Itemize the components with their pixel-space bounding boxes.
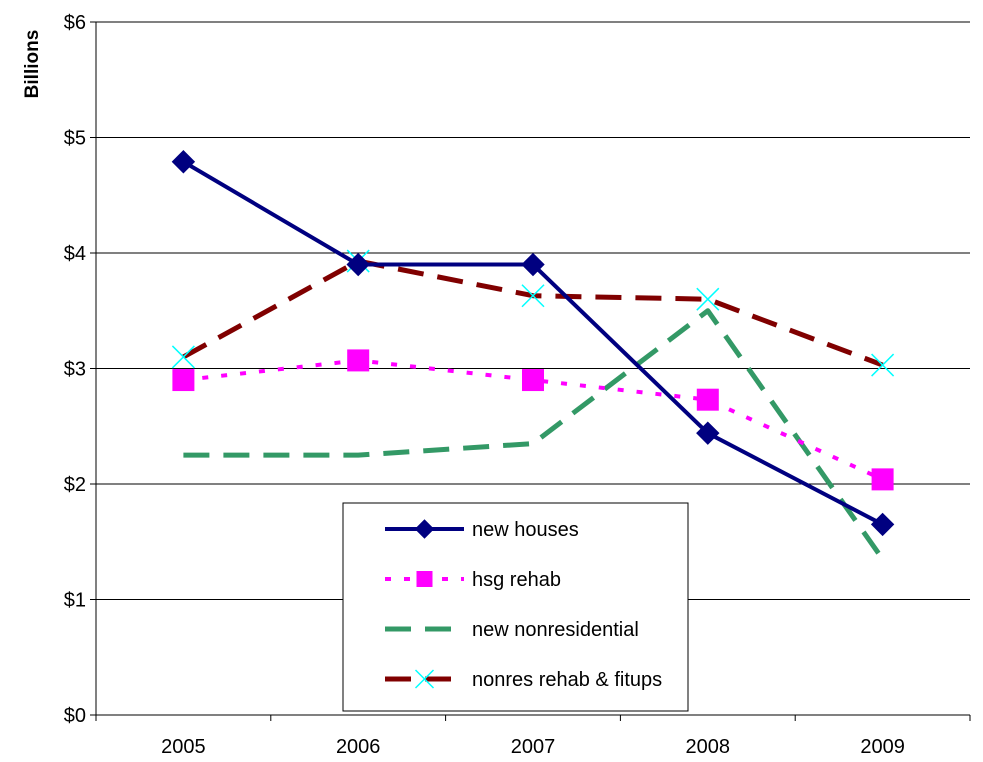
marker-square: [347, 349, 370, 372]
y-tick-label: $3: [64, 359, 86, 381]
y-tick-label: $0: [64, 705, 86, 727]
y-tick-label: $5: [64, 128, 86, 150]
x-tick-label: 2008: [686, 736, 731, 758]
marker-square: [522, 369, 544, 392]
marker-x: [171, 345, 195, 369]
gridlines: [96, 21, 970, 600]
legend-label: nonres rehab & fitups: [472, 669, 662, 691]
series-line: [182, 258, 884, 368]
marker-diamond: [171, 150, 196, 174]
series-new-houses: [171, 150, 895, 537]
legend-item: nonres rehab & fitups: [385, 669, 662, 691]
marker-x: [414, 669, 435, 689]
marker-square: [871, 468, 894, 491]
marker-diamond: [346, 252, 370, 277]
legend-item: new nonresidential: [385, 619, 639, 641]
x-tick-label: 2007: [511, 736, 556, 758]
x-tick-label: 2006: [336, 736, 381, 758]
series-layer: [171, 150, 895, 561]
legend-item: new houses: [385, 519, 579, 541]
legend-box: [342, 502, 689, 712]
marker-square: [416, 571, 433, 587]
y-axis-title: Billions: [22, 30, 43, 99]
marker-square: [172, 369, 195, 392]
marker-x: [521, 284, 545, 308]
y-tick-label: $6: [64, 12, 86, 34]
legend-label: new nonresidential: [472, 619, 639, 641]
legend-item: hsg rehab: [385, 569, 561, 591]
marker-diamond: [870, 512, 895, 537]
legend-label: new houses: [472, 519, 579, 541]
axes: $0 $1 $2 $3 $4 $5 $6 2005 2006 2007 2008 2009: [64, 12, 971, 758]
marker-x: [871, 353, 895, 377]
x-tick-label: 2009: [860, 736, 905, 758]
series-hsg-rehab: [172, 349, 894, 491]
legend-label: hsg rehab: [472, 569, 561, 591]
y-tick-label: $2: [64, 474, 86, 496]
y-tick-label: $1: [64, 590, 86, 612]
marker-diamond: [414, 519, 435, 539]
series-line: [183, 358, 884, 482]
y-tick-label: $4: [64, 243, 86, 265]
marker-diamond: [521, 252, 545, 277]
series-line: [182, 160, 884, 527]
marker-diamond: [696, 421, 720, 445]
marker-square: [696, 388, 719, 411]
marker-x: [696, 287, 720, 311]
x-tick-label: 2005: [161, 736, 206, 758]
legend: new houses hsg rehab new nonresidential non…: [342, 502, 689, 712]
